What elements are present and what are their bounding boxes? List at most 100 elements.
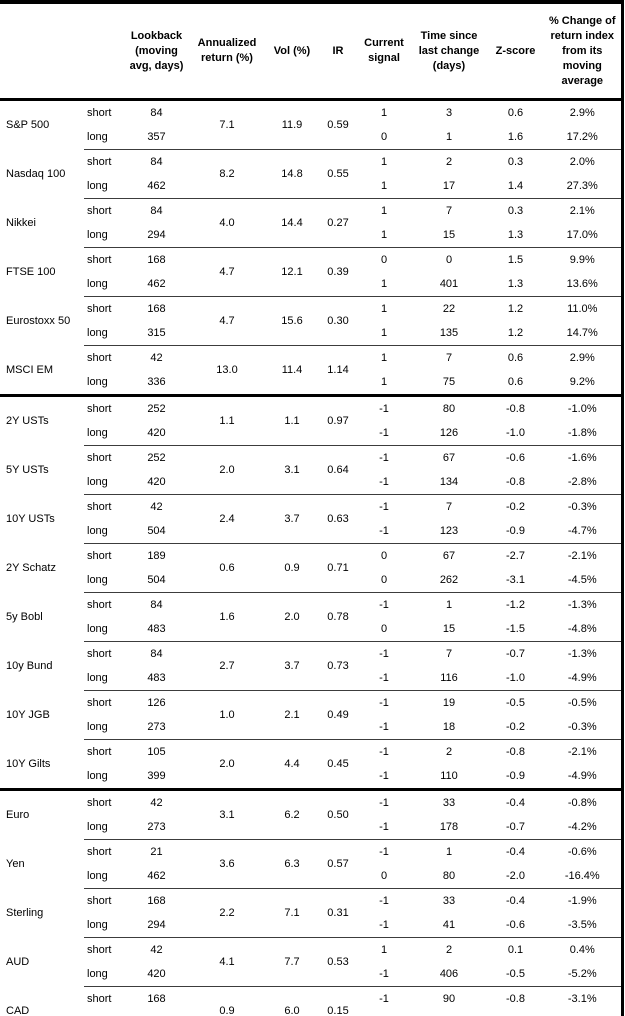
cell-lookback: 273 xyxy=(147,721,166,733)
cell-horizon: short xyxy=(84,986,124,1011)
cell-lookback: 273 xyxy=(147,821,166,833)
cell-signal: -1 xyxy=(357,394,411,421)
cell-time-since-change: 262 xyxy=(439,574,459,586)
cell-annualized-return: 0.6 xyxy=(189,543,265,593)
cell-annualized-return: 1.1 xyxy=(189,394,265,446)
cell-z-score: -0.5 xyxy=(506,968,525,980)
cell-lookback: 42 xyxy=(124,937,189,962)
cell-pct-change: -2.8% xyxy=(567,476,597,488)
cell-annualized-return: 3.6 xyxy=(189,839,265,889)
cell-z-score: -0.7 xyxy=(506,821,525,833)
cell-signal: -1 xyxy=(357,839,411,864)
cell-annualized-return: 2.0 xyxy=(189,445,265,495)
cell-time-since-change: 15 xyxy=(442,623,456,635)
cell-signal: 0 xyxy=(357,543,411,568)
table-row: S&P 500 short 84 7.1 11.9 0.59 1 3 0.6 2.9% xyxy=(0,100,622,131)
cell-vol: 11.9 xyxy=(281,119,303,131)
cell-pct-change: -1.3% xyxy=(544,641,622,666)
cell-horizon: short xyxy=(84,394,124,421)
cell-horizon: short xyxy=(84,149,124,174)
cell-lookback: 189 xyxy=(124,543,189,568)
cell-lookback: 168 xyxy=(124,986,189,1011)
cell-asset: Nasdaq 100 xyxy=(6,168,66,180)
table-row: 5Y USTs short 252 2.0 3.1 0.64 -1 67 -0.6 -1.6% xyxy=(0,445,622,495)
table-row: AUD short 42 4.1 7.7 0.53 1 2 0.1 0.4% xyxy=(0,937,622,987)
cell-time-since-change: 2 xyxy=(411,739,487,764)
cell-horizon: short xyxy=(84,788,124,815)
cell-signal: 1 xyxy=(357,345,411,370)
cell-horizon: long xyxy=(87,131,108,143)
cell-lookback: 168 xyxy=(124,888,189,913)
cell-time-since-change: 90 xyxy=(411,986,487,1011)
cell-asset: AUD xyxy=(6,956,30,968)
cell-horizon: long xyxy=(87,919,108,931)
cell-ir: 1.14 xyxy=(319,345,357,396)
cell-vol: 7.1 xyxy=(265,888,319,938)
cell-horizon: short xyxy=(84,690,124,715)
table-row: long 336 1 75 0.6 9.2% xyxy=(0,370,622,396)
cell-vol: 12.1 xyxy=(265,247,319,297)
cell-lookback: 462 xyxy=(147,180,166,192)
cell-time-since-change: 1 xyxy=(411,839,487,864)
cell-z-score: -0.8 xyxy=(487,739,544,764)
cell-z-score: -0.8 xyxy=(487,986,544,1011)
cell-ir: 0.64 xyxy=(319,445,357,495)
cell-lookback: 105 xyxy=(124,739,189,764)
cell-vol: 7.7 xyxy=(265,937,319,987)
cell-signal: 0 xyxy=(380,574,388,586)
cell-ir: 0.78 xyxy=(319,592,357,642)
cell-z-score: 0.3 xyxy=(487,198,544,223)
cell-z-score: -1.0 xyxy=(506,427,525,439)
table-row: 10Y Gilts short 105 2.0 4.4 0.45 -1 2 -0.8 -2.1% xyxy=(0,739,622,790)
table-row: long 462 1 401 1.3 13.6% xyxy=(0,272,622,297)
cell-z-score: -0.4 xyxy=(487,839,544,864)
cell-horizon: long xyxy=(87,574,108,586)
cell-ir: 0.49 xyxy=(319,690,357,740)
cell-lookback: 42 xyxy=(124,788,189,815)
cell-horizon: short xyxy=(84,888,124,913)
cell-horizon: long xyxy=(87,721,108,733)
cell-horizon: long xyxy=(87,525,108,537)
cell-horizon: short xyxy=(84,937,124,962)
cell-pct-change: 2.9% xyxy=(569,107,595,119)
cell-z-score: -1.5 xyxy=(506,623,525,635)
cell-lookback: 42 xyxy=(124,494,189,519)
cell-ir: 0.71 xyxy=(319,543,357,593)
cell-signal: 1 xyxy=(357,296,411,321)
cell-annualized-return: 1.6 xyxy=(189,592,265,642)
cell-pct-change: 0.4% xyxy=(544,937,622,962)
cell-time-since-change: 123 xyxy=(439,525,459,537)
cell-pct-change: -3.5% xyxy=(567,919,597,931)
cell-horizon: long xyxy=(87,623,108,635)
table-row: Nikkei short 84 4.0 14.4 0.27 1 7 0.3 2.1% xyxy=(0,198,622,248)
cell-signal: -1 xyxy=(357,739,411,764)
cell-ir: 0.45 xyxy=(319,739,357,790)
cell-lookback: 252 xyxy=(124,394,189,421)
col-header-horizon xyxy=(84,2,124,101)
cell-vol: 6.0 xyxy=(265,986,319,1016)
cell-z-score: -1.0 xyxy=(506,672,525,684)
cell-lookback: 483 xyxy=(147,672,166,684)
cell-pct-change: -7.1% xyxy=(544,1011,622,1016)
cell-asset: MSCI EM xyxy=(6,363,54,376)
cell-time-since-change: 496 xyxy=(411,1011,487,1016)
cell-annualized-return: 2.4 xyxy=(189,494,265,544)
cell-asset: Eurostoxx 50 xyxy=(6,315,71,327)
cell-vol: 1.1 xyxy=(265,394,319,446)
col-header-vol: Vol (%) xyxy=(265,2,319,101)
cell-time-since-change: 7 xyxy=(411,641,487,666)
cell-z-score: -0.8 xyxy=(487,394,544,421)
cell-z-score: 0.6 xyxy=(507,376,524,388)
cell-vol: 11.4 xyxy=(265,345,319,396)
cell-signal: -1 xyxy=(379,427,389,439)
cell-z-score: -1.1 xyxy=(487,1011,544,1016)
cell-annualized-return: 2.0 xyxy=(189,739,265,790)
cell-pct-change: -2.1% xyxy=(544,739,622,764)
cell-signal: -1 xyxy=(357,888,411,913)
cell-annualized-return: 0.9 xyxy=(189,986,265,1016)
table-row: Euro short 42 3.1 6.2 0.50 -1 33 -0.4 -0.8% xyxy=(0,788,622,840)
cell-ir: 0.30 xyxy=(319,296,357,346)
cell-signal: 0 xyxy=(357,247,411,272)
cell-lookback: 84 xyxy=(124,592,189,617)
